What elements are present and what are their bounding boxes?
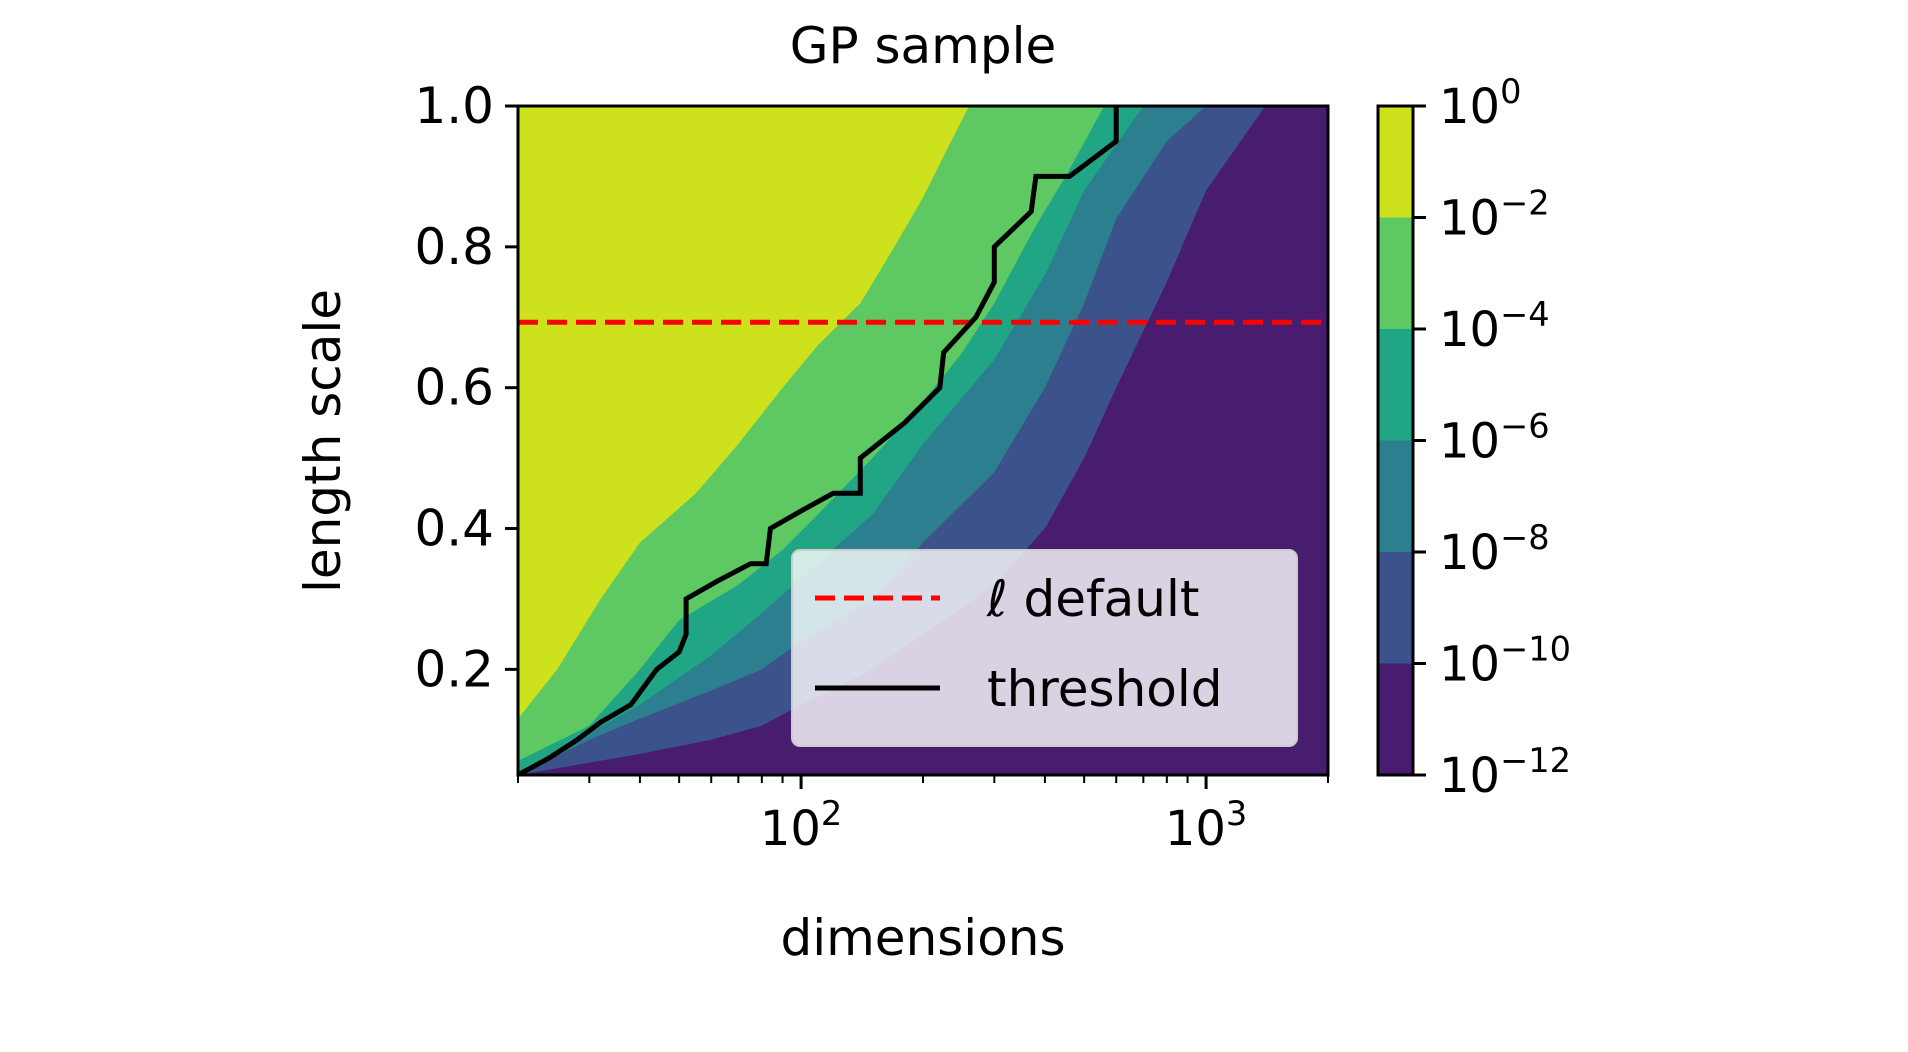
x-tick-label: 103: [1165, 794, 1247, 857]
colorbar-ticks: 100 10−2 10−4 10−6 10−8 10−10 10−12: [1413, 72, 1571, 804]
y-axis-label: length scale: [294, 289, 352, 593]
colorbar-band: [1378, 663, 1413, 776]
threshold-line: [518, 106, 1119, 775]
colorbar: 100 10−2 10−4 10−6 10−8 10−10 10−12: [1376, 72, 1571, 804]
colorbar-tick-label: 10−8: [1439, 518, 1550, 581]
colorbar-tick-label: 10−6: [1439, 406, 1550, 469]
x-tick-label: 102: [760, 794, 842, 857]
y-axis: 0.2 0.4 0.6 0.8 1.0: [414, 77, 518, 698]
y-tick-label: 0.2: [414, 640, 494, 698]
chart-title: GP sample: [790, 17, 1057, 75]
legend: ℓ default threshold: [791, 549, 1298, 747]
legend-label-threshold: threshold: [987, 660, 1222, 718]
x-axis: 102 103: [517, 775, 1329, 857]
y-tick-label: 0.8: [414, 218, 494, 276]
y-tick-label: 0.6: [414, 359, 494, 417]
colorbar-band: [1378, 440, 1413, 553]
colorbar-tick-label: 10−2: [1439, 183, 1550, 246]
colorbar-band: [1378, 552, 1413, 664]
colorbar-tick-label: 10−12: [1439, 741, 1571, 804]
colorbar-tick-label: 100: [1439, 72, 1521, 135]
colorbar-bands: [1378, 106, 1413, 776]
colorbar-band: [1378, 217, 1413, 330]
x-axis-label: dimensions: [780, 909, 1065, 967]
colorbar-tick-label: 10−10: [1439, 629, 1571, 692]
y-tick-label: 0.4: [414, 500, 494, 558]
legend-label-l-default: ℓ default: [986, 570, 1199, 628]
colorbar-band: [1378, 329, 1413, 441]
colorbar-tick-label: 10−4: [1439, 295, 1550, 358]
plot-lines: [518, 106, 1328, 775]
colorbar-band: [1378, 106, 1413, 218]
y-tick-label: 1.0: [414, 77, 494, 135]
